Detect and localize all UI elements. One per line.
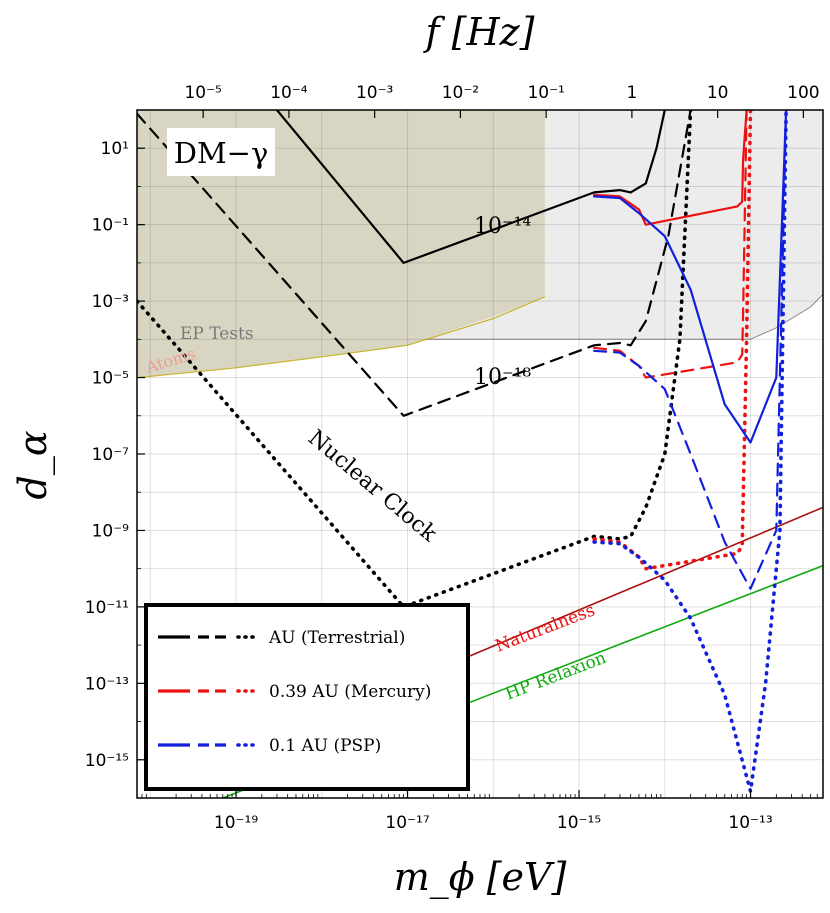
nuclear-clock-label: Nuclear Clock bbox=[303, 425, 442, 547]
naturalness-label: Naturalness bbox=[493, 600, 598, 656]
axis-ticks: 10⁻¹⁹ 10⁻¹⁷ 10⁻¹⁵ 10⁻¹³ 10¹ 10⁻¹ 10⁻³ 10⁻⁵ 10⁻⁷ 1… bbox=[85, 83, 824, 833]
top-tick-label: 10⁻⁵ bbox=[184, 83, 221, 103]
top-tick-label: 100 bbox=[787, 83, 819, 103]
y-tick-label: 10⁻¹³ bbox=[85, 674, 129, 694]
dm-gamma-label: DM−γ bbox=[174, 136, 269, 170]
series-6-solid bbox=[592, 110, 788, 444]
y-tick-label: 10⁻¹ bbox=[92, 216, 129, 236]
y-tick-label: 10⁻⁷ bbox=[92, 445, 130, 465]
ep-tests-label: EP Tests bbox=[180, 324, 254, 344]
legend-label-psp: 0.1 AU (PSP) bbox=[269, 736, 381, 756]
x-tick-label: 10⁻¹³ bbox=[728, 813, 772, 833]
sensitivity-1e-14-label: 10⁻¹⁴ bbox=[474, 214, 531, 239]
atoms-boundary bbox=[137, 296, 546, 379]
top-tick-label: 10⁻⁴ bbox=[270, 83, 308, 103]
legend-label-terrestrial: AU (Terrestrial) bbox=[268, 628, 405, 648]
legend: AU (Terrestrial) 0.39 AU (Mercury) 0.1 A… bbox=[144, 603, 470, 791]
sensitivity-curves bbox=[137, 110, 788, 794]
series-3-solid bbox=[592, 110, 748, 226]
series-0-solid bbox=[275, 110, 666, 264]
top-tick-label: 10⁻¹ bbox=[527, 83, 564, 103]
top-tick-label: 10 bbox=[707, 83, 729, 103]
ep-tests-boundary bbox=[137, 294, 823, 340]
y-tick-label: 10⁻¹¹ bbox=[85, 598, 129, 618]
top-tick-label: 1 bbox=[626, 83, 637, 103]
y-axis-title: d_α bbox=[11, 431, 56, 500]
y-tick-label: 10¹ bbox=[101, 139, 129, 159]
top-tick-label: 10⁻² bbox=[442, 83, 479, 103]
top-tick-label: 10⁻³ bbox=[356, 83, 393, 103]
x-tick-label: 10⁻¹⁹ bbox=[214, 813, 258, 833]
hp-relaxion-label: HP Relaxion bbox=[503, 648, 609, 705]
x-tick-label: 10⁻¹⁵ bbox=[557, 813, 601, 833]
series-2-dotted bbox=[137, 110, 693, 609]
dm-gamma-label-box: DM−γ bbox=[167, 128, 275, 176]
dm-gamma-region bbox=[137, 110, 545, 378]
x-tick-label: 10⁻¹⁷ bbox=[385, 813, 429, 833]
y-tick-label: 10⁻¹⁵ bbox=[85, 751, 129, 771]
top-axis-title: f [Hz] bbox=[423, 10, 535, 54]
series-7-dashed bbox=[592, 110, 788, 590]
y-tick-label: 10⁻⁹ bbox=[92, 521, 130, 541]
sensitivity-1e-18-label: 10⁻¹⁸ bbox=[474, 365, 531, 390]
y-tick-label: 10⁻⁵ bbox=[92, 369, 129, 389]
series-1-dashed bbox=[137, 110, 692, 417]
y-tick-label: 10⁻³ bbox=[92, 292, 129, 312]
legend-label-mercury: 0.39 AU (Mercury) bbox=[269, 682, 431, 702]
x-axis-title: m_ϕ [eV] bbox=[394, 855, 567, 900]
series-4-dashed bbox=[592, 110, 748, 379]
plot-frame bbox=[136, 109, 824, 799]
